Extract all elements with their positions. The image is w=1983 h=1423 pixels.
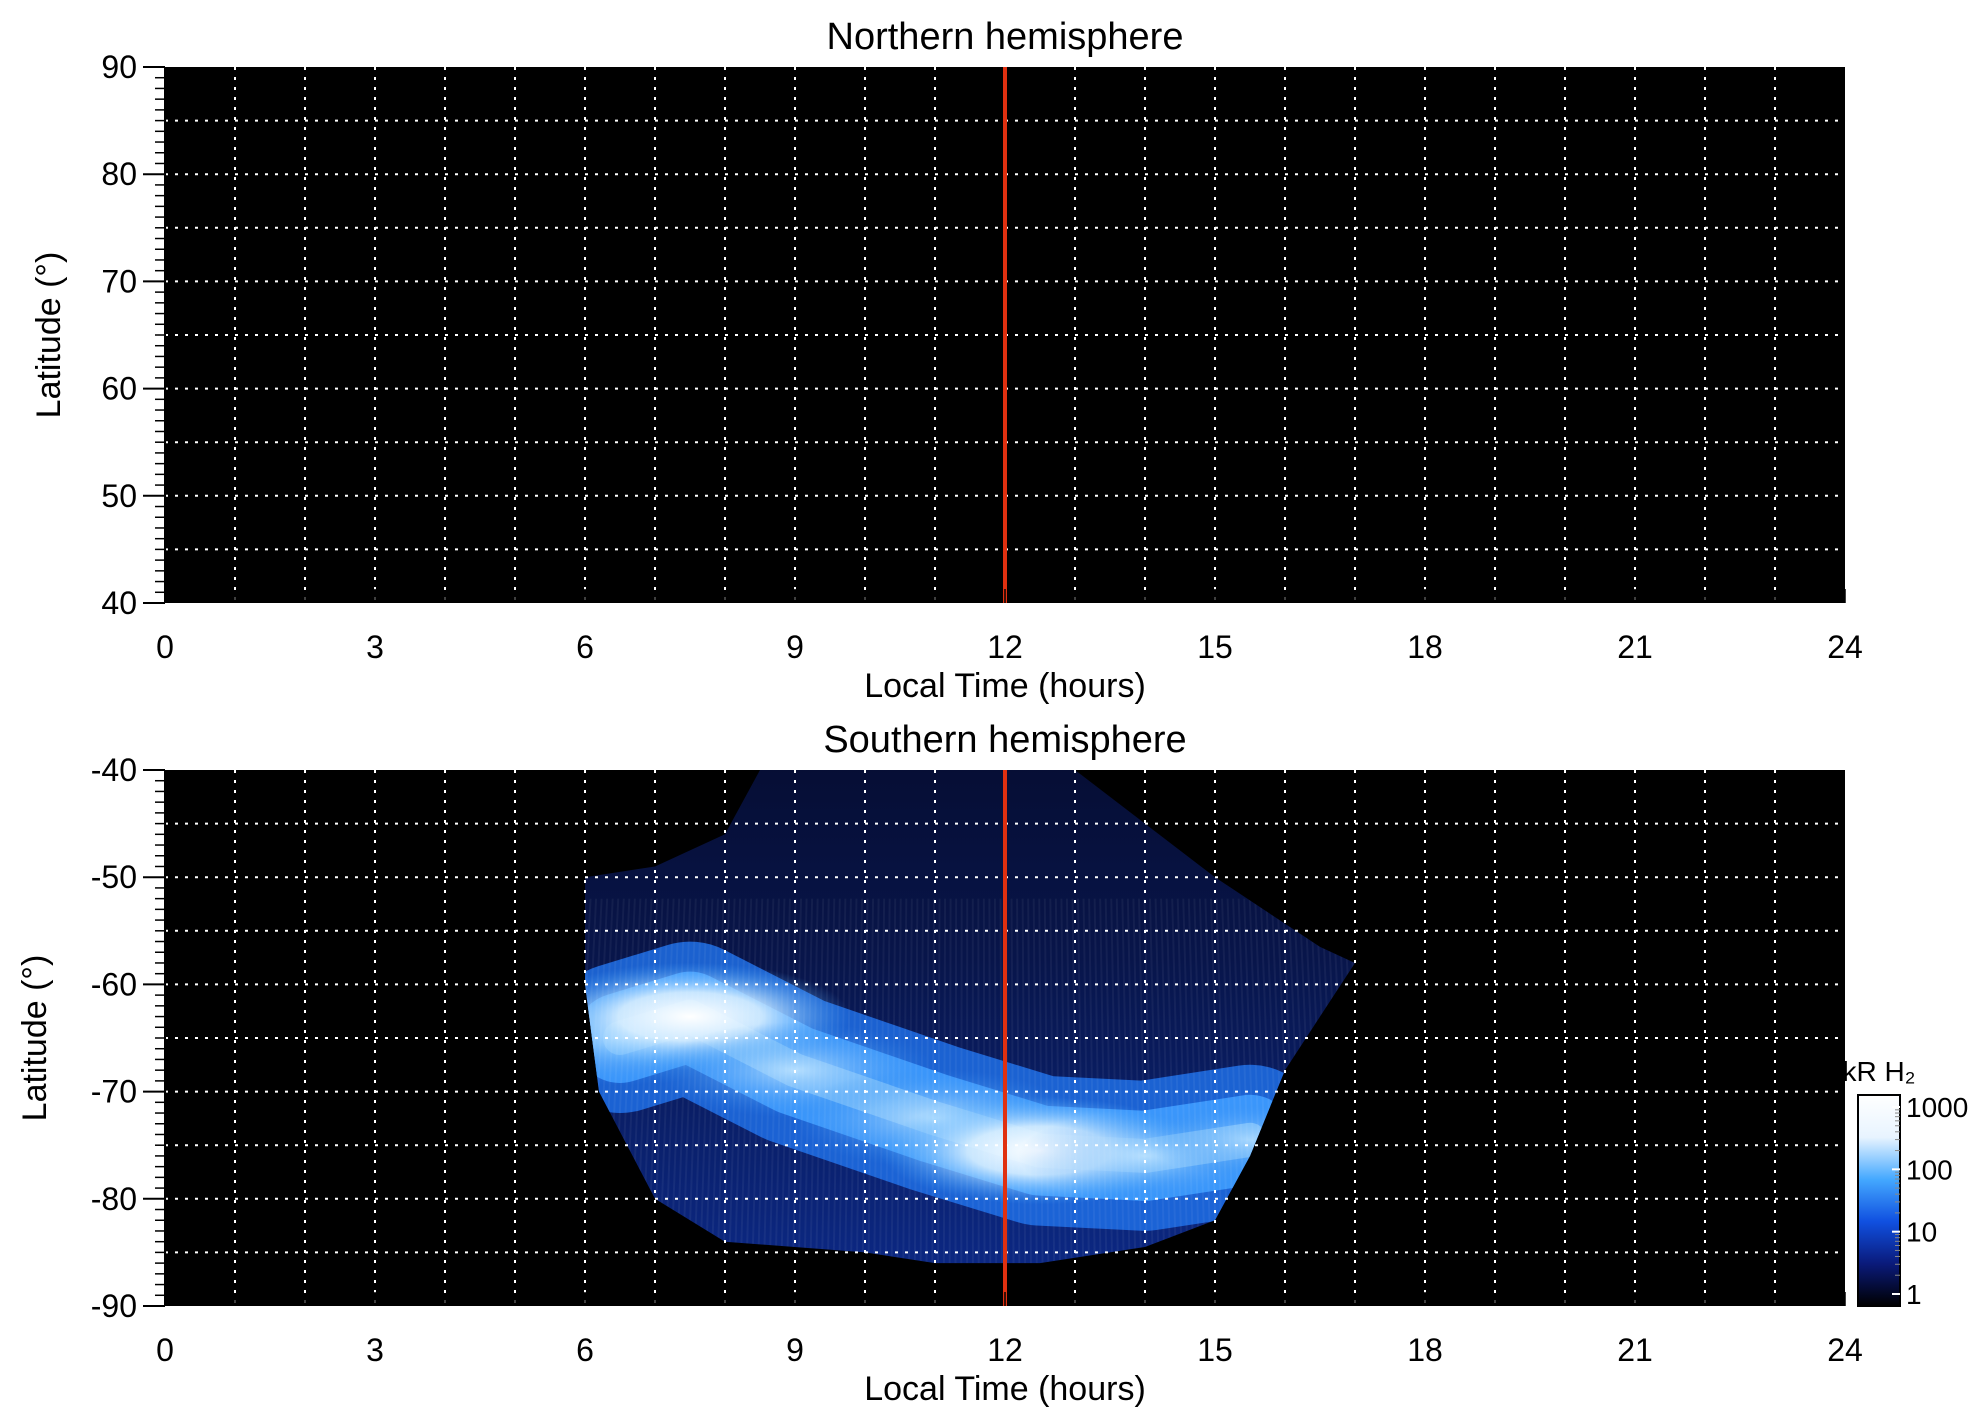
y-axis-label: Latitude (°)	[30, 252, 68, 419]
y-tick-label: 70	[101, 263, 137, 299]
x-axis-label: Local Time (hours)	[864, 1370, 1146, 1408]
y-axis: -40 -50 -60 -70 -80 -90	[91, 752, 166, 1324]
y-tick-label: 60	[101, 371, 137, 407]
x-tick-label: 15	[1197, 1332, 1233, 1368]
x-axis: 0 3 6 9 12 15 18 21 24	[156, 1292, 1863, 1368]
x-tick-label: 12	[987, 629, 1023, 665]
northern-hemisphere-panel: Northern hemisphere 90 80 70 60 50 40 0 3 6 9 12 1…	[30, 16, 1863, 705]
panel-title: Southern hemisphere	[823, 719, 1186, 761]
y-tick-label: -60	[91, 966, 137, 1002]
y-axis-label: Latitude (°)	[16, 955, 54, 1122]
colorbar-scale	[1857, 1094, 1901, 1307]
x-tick-label: 3	[366, 1332, 384, 1368]
x-tick-label: 15	[1197, 629, 1233, 665]
panel-title: Northern hemisphere	[827, 16, 1184, 58]
y-tick-label: -70	[91, 1074, 137, 1110]
colorbar-ticks: 1000 100 10 1	[1892, 1092, 1968, 1310]
colorbar-tick-label: 1	[1906, 1279, 1922, 1310]
x-tick-label: 6	[576, 1332, 594, 1368]
x-tick-label: 18	[1407, 1332, 1443, 1368]
x-tick-label: 9	[786, 629, 804, 665]
y-tick-label: -80	[91, 1181, 137, 1217]
x-tick-label: 21	[1617, 1332, 1653, 1368]
y-tick-label: 40	[101, 585, 137, 621]
x-tick-label: 18	[1407, 629, 1443, 665]
x-tick-label: 12	[987, 1332, 1023, 1368]
x-tick-label: 9	[786, 1332, 804, 1368]
x-tick-label: 6	[576, 629, 594, 665]
y-tick-label: 90	[101, 49, 137, 85]
southern-hemisphere-panel: Southern hemisphere -40 -50 -60 -70 -80 -90 0…	[16, 719, 1863, 1408]
colorbar-tick-label: 10	[1906, 1217, 1937, 1248]
x-tick-label: 0	[156, 629, 174, 665]
y-tick-label: 80	[101, 156, 137, 192]
y-tick-label: -50	[91, 859, 137, 895]
x-axis-label: Local Time (hours)	[864, 667, 1146, 705]
colorbar-label: kR H₂	[1842, 1056, 1915, 1087]
colorbar: kR H₂ 1000 100 10 1	[1842, 1056, 1968, 1310]
auroral-emission-map	[585, 770, 1355, 1264]
x-tick-label: 3	[366, 629, 384, 665]
colorbar-tick-label: 1000	[1906, 1092, 1968, 1123]
x-tick-label: 24	[1827, 1332, 1863, 1368]
x-axis: 0 3 6 9 12 15 18 21 24	[156, 589, 1863, 665]
x-tick-label: 24	[1827, 629, 1863, 665]
y-tick-label: -90	[91, 1288, 137, 1324]
y-tick-label: 50	[101, 478, 137, 514]
x-tick-label: 0	[156, 1332, 174, 1368]
colorbar-tick-label: 100	[1906, 1154, 1953, 1185]
x-tick-label: 21	[1617, 629, 1653, 665]
y-tick-label: -40	[91, 752, 137, 788]
y-axis: 90 80 70 60 50 40	[101, 49, 166, 621]
